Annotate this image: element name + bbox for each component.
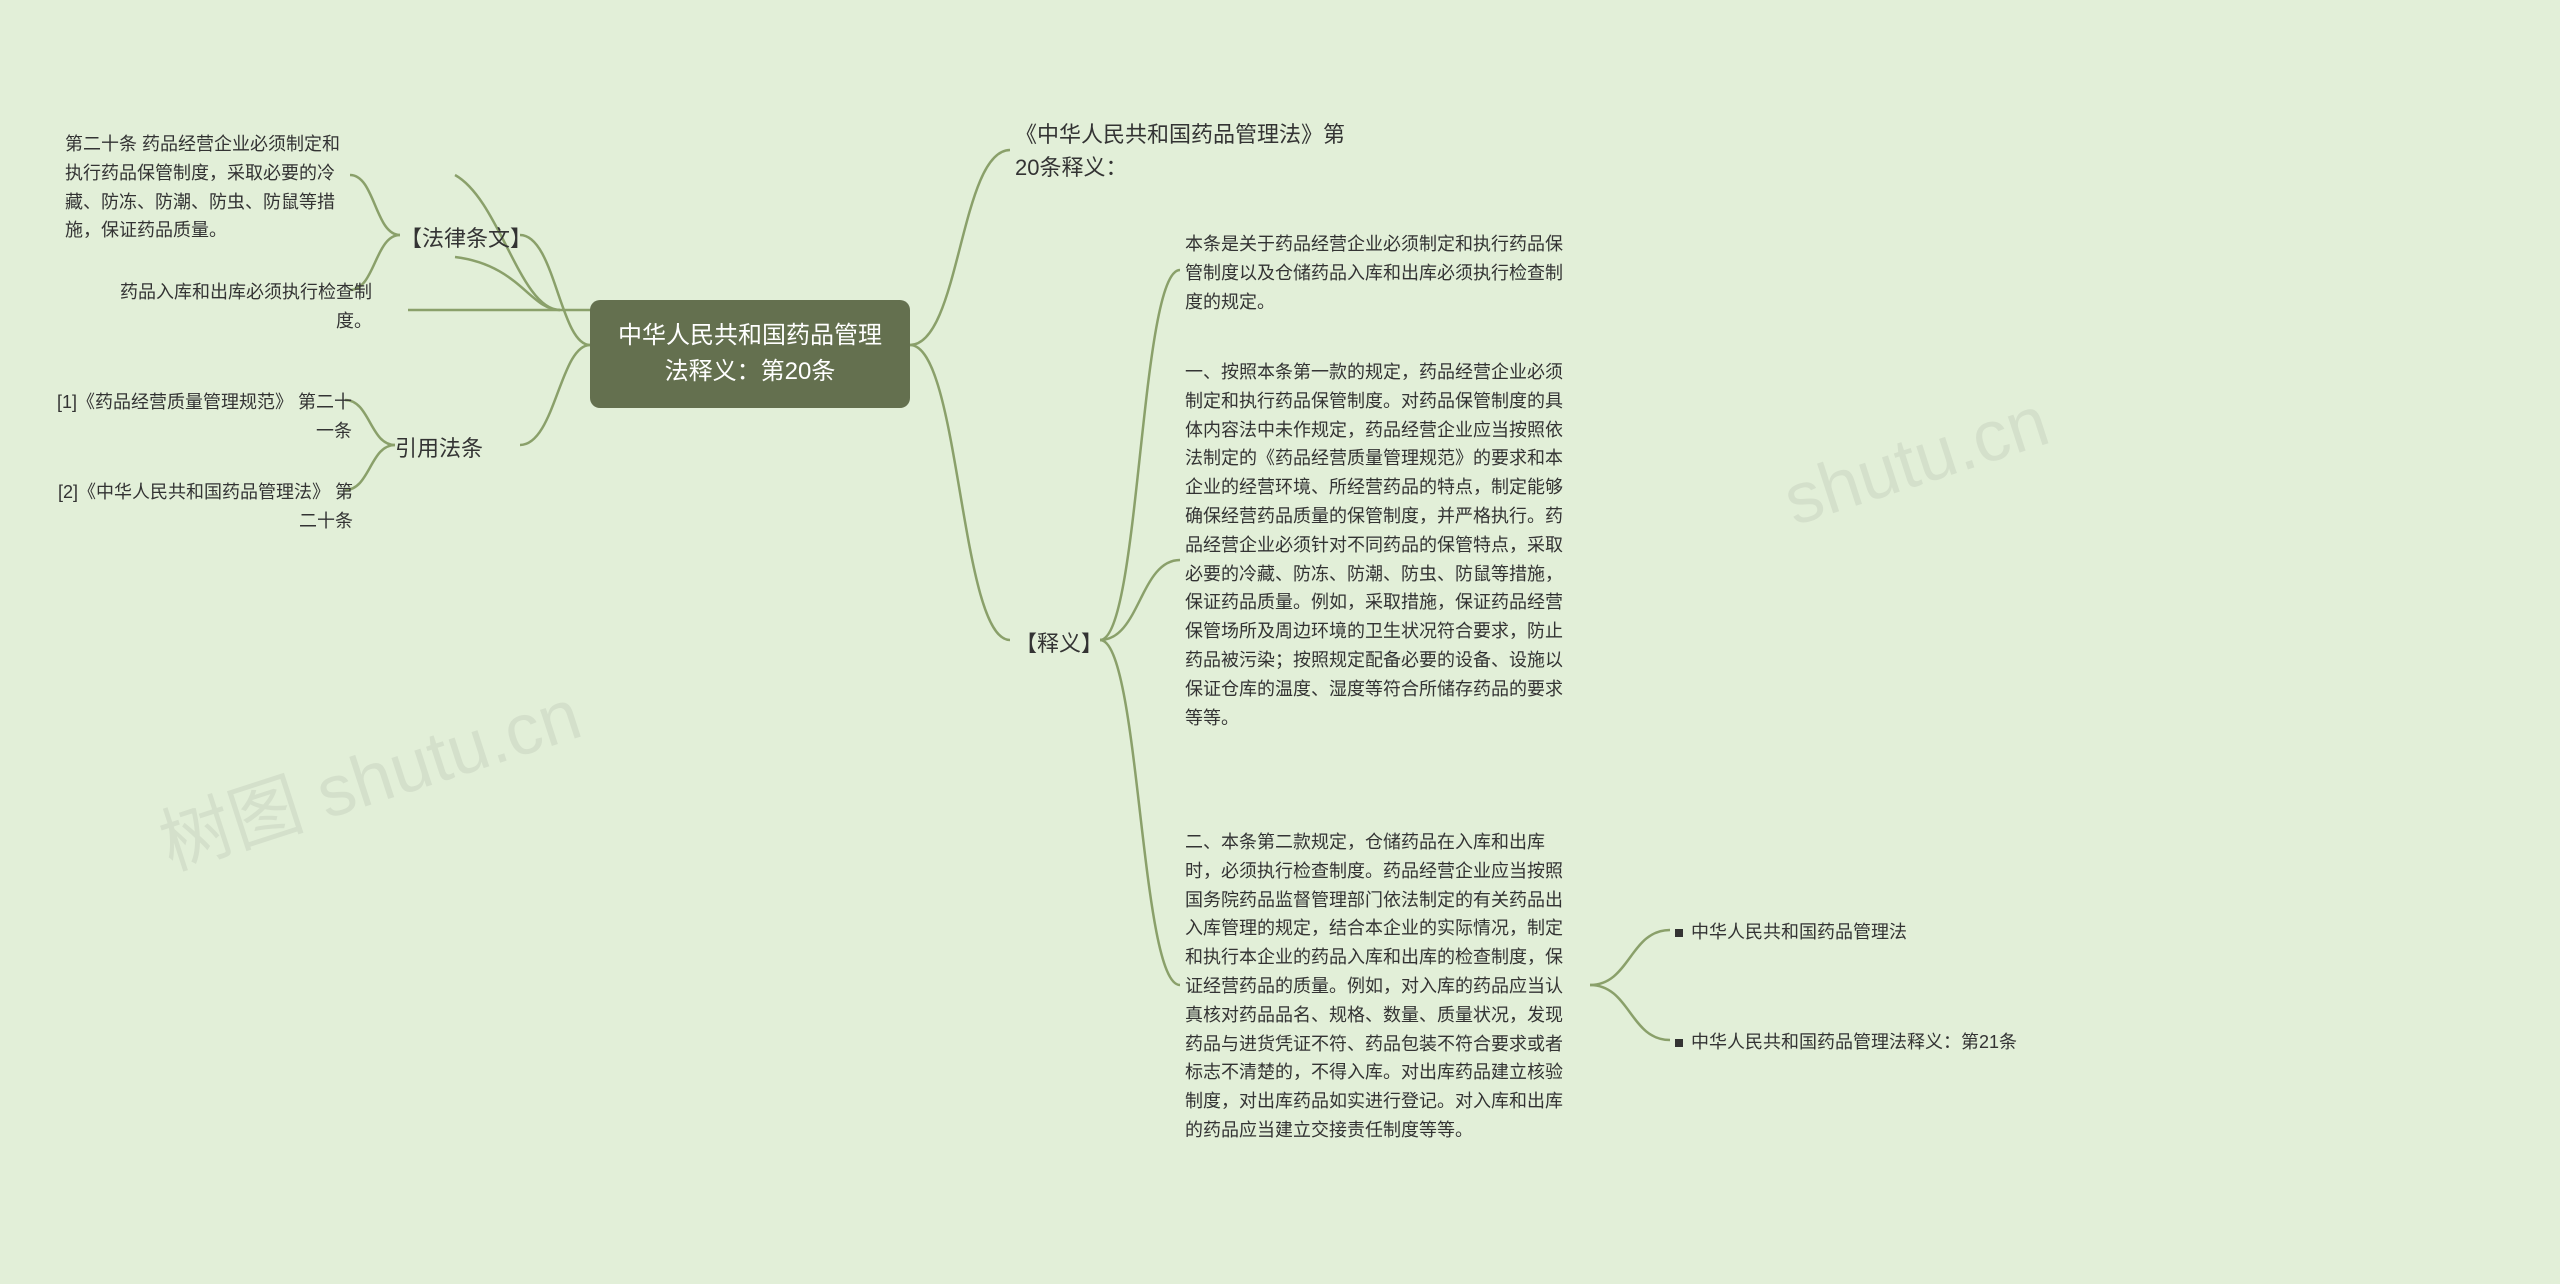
watermark-right: shutu.cn (1774, 380, 2058, 542)
right-title-l1: 《中华人民共和国药品管理法》第 (1015, 122, 1345, 147)
left-branch-legal: 【法律条文】 (400, 222, 532, 256)
interpret-child-2: 一、按照本条第一款的规定，药品经营企业必须制定和执行药品保管制度。对药品保管制度… (1185, 358, 1575, 732)
watermark-left: 树图 shutu.cn (144, 655, 591, 890)
sub-bullet-1: 中华人民共和国药品管理法 (1675, 918, 1907, 947)
left-legal-child-2: 药品入库和出库必须执行检查制度。 (112, 278, 372, 336)
interpret-child-1: 本条是关于药品经营企业必须制定和执行药品保管制度以及仓储药品入库和出库必须执行检… (1185, 230, 1575, 316)
bullet-icon (1675, 1039, 1683, 1047)
center-line1: 中华人民共和国药品管理 (614, 318, 886, 354)
interpret-child-3: 二、本条第二款规定，仓储药品在入库和出库时，必须执行检查制度。药品经营企业应当按… (1185, 828, 1575, 1145)
left-ref-child-2: [2]《中华人民共和国药品管理法》 第二十条 (48, 478, 353, 536)
left-ref-child-1: [1]《药品经营质量管理规范》 第二十一条 (52, 388, 352, 446)
left-legal-child-1: 第二十条 药品经营企业必须制定和执行药品保管制度，采取必要的冷藏、防冻、防潮、防… (65, 130, 355, 245)
sub-bullet-2: 中华人民共和国药品管理法释义：第21条 (1675, 1028, 2017, 1057)
left-branch-ref: 引用法条 (395, 432, 483, 466)
right-branch-interpret: 【释义】 (1015, 627, 1103, 661)
center-line2: 法释义：第20条 (614, 354, 886, 390)
bullet-icon (1675, 929, 1683, 937)
right-branch-title: 《中华人民共和国药品管理法》第 20条释义： (1015, 118, 1355, 184)
sub2-text: 中华人民共和国药品管理法释义：第21条 (1691, 1032, 2017, 1052)
right-title-l2: 20条释义： (1015, 155, 1127, 180)
center-node: 中华人民共和国药品管理 法释义：第20条 (590, 300, 910, 408)
sub1-text: 中华人民共和国药品管理法 (1691, 922, 1907, 942)
